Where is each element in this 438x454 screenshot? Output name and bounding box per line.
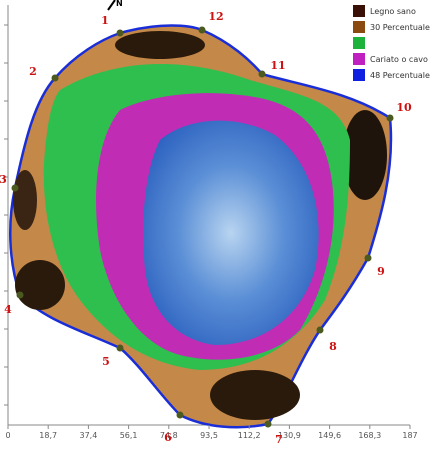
dark-zone xyxy=(15,260,65,310)
x-tick-label: 187 xyxy=(402,431,417,440)
x-tick-label: 0 xyxy=(5,431,10,440)
legend-label: 30 Percentuale xyxy=(370,23,430,32)
sensor-label: 8 xyxy=(329,340,337,353)
x-tick-label: 112,2 xyxy=(238,431,261,440)
x-tick-label: 74,8 xyxy=(160,431,178,440)
north-arrow xyxy=(107,0,116,11)
legend-swatch xyxy=(353,5,365,17)
dark-zone xyxy=(115,31,205,59)
legend-swatch xyxy=(353,69,365,81)
dark-zone xyxy=(343,110,387,200)
sensor-label: 11 xyxy=(270,59,285,72)
x-tick-label: 149,6 xyxy=(318,431,341,440)
dark-zone xyxy=(210,370,300,420)
north-label: N xyxy=(116,0,123,8)
legend-label: Cariato o cavo xyxy=(370,55,428,64)
sensor-label: 5 xyxy=(102,355,110,368)
legend: Legno sano 30 Percentuale Cariato o cavo 48… xyxy=(353,5,430,81)
sensor-label: 4 xyxy=(4,303,12,316)
sensor-label: 12 xyxy=(208,10,223,23)
x-tick-label: 93,5 xyxy=(200,431,218,440)
sensor-point xyxy=(258,70,266,78)
x-tick-label: 37,4 xyxy=(79,431,97,440)
sensor-label: 6 xyxy=(164,431,172,444)
sensor-label: 9 xyxy=(377,265,385,278)
legend-label: Legno sano xyxy=(370,7,416,16)
dark-zone xyxy=(13,170,37,230)
sensor-point xyxy=(264,420,272,428)
x-tick-label: 18,7 xyxy=(39,431,57,440)
sensor-label: 7 xyxy=(275,433,283,446)
legend-swatch xyxy=(353,53,365,65)
sensor-point xyxy=(51,74,59,82)
sensor-label: 2 xyxy=(29,65,37,78)
sensor-point xyxy=(116,29,124,37)
sensor-point xyxy=(386,114,394,122)
sensor-point xyxy=(364,254,372,262)
sensor-label: 10 xyxy=(396,101,412,114)
legend-swatch xyxy=(353,21,365,33)
core-blue xyxy=(143,120,319,345)
sensor-point xyxy=(11,184,19,192)
sensor-point xyxy=(198,26,206,34)
x-tick-label: 130,9 xyxy=(278,431,301,440)
x-tick-label: 56,1 xyxy=(120,431,138,440)
sensor-point xyxy=(316,326,324,334)
sensor-label: 3 xyxy=(0,173,7,186)
tomogram xyxy=(9,24,393,429)
x-tick-label: 168,3 xyxy=(358,431,381,440)
sensor-point xyxy=(16,291,24,299)
sensor-label: 1 xyxy=(101,14,109,27)
legend-label: 48 Percentuale xyxy=(370,71,430,80)
sensor-point xyxy=(116,344,124,352)
legend-swatch xyxy=(353,37,365,49)
sensor-point xyxy=(176,411,184,419)
